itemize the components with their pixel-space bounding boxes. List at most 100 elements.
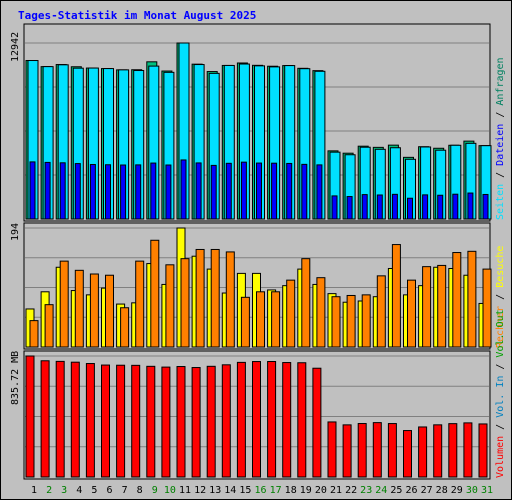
bar-rechner-14: [225, 251, 235, 348]
bar-volumen-9: [146, 365, 156, 478]
bar-volumen-17: [267, 361, 277, 478]
x-tick-18: 18: [285, 485, 297, 496]
bar-volumen-16: [252, 361, 261, 478]
legend-volume-series: Volumen: [495, 436, 506, 478]
bar-seiten-27: [422, 194, 429, 220]
bar-rechner-25: [391, 244, 401, 348]
x-tick-29: 29: [451, 485, 463, 496]
x-tick-31: 31: [481, 485, 493, 496]
bar-rechner-12: [195, 248, 205, 348]
bar-seiten-24: [376, 194, 383, 220]
bar-rechner-1: [29, 320, 39, 348]
bar-rechner-20: [316, 277, 326, 348]
bar-seiten-22: [346, 196, 353, 220]
bar-rechner-26: [407, 279, 416, 348]
x-tick-28: 28: [436, 485, 448, 496]
bar-seiten-9: [150, 162, 157, 220]
bar-rechner-24: [376, 275, 386, 348]
bar-volumen-1: [25, 355, 35, 478]
bar-rechner-16: [256, 291, 265, 348]
bar-rechner-9: [150, 239, 160, 348]
bar-rechner-19: [301, 258, 311, 348]
x-tick-5: 5: [91, 485, 97, 496]
bar-volumen-4: [70, 361, 80, 478]
legend-requests: Seiten / Dateien / Anfragen: [495, 57, 506, 220]
bar-seiten-16: [256, 162, 262, 220]
x-tick-7: 7: [122, 485, 128, 496]
x-tick-2: 2: [46, 485, 52, 496]
bar-seiten-11: [180, 159, 187, 220]
y-max-label-visits: 194: [10, 223, 21, 241]
x-tick-25: 25: [390, 485, 402, 496]
bar-rechner-6: [105, 274, 114, 348]
bar-seiten-6: [105, 164, 111, 220]
bar-volumen-13: [206, 365, 216, 478]
bar-seiten-14: [225, 162, 232, 220]
bar-rechner-27: [422, 266, 432, 348]
x-tick-15: 15: [239, 485, 251, 496]
chart-title: Tages-Statistik im Monat August 2025: [18, 9, 256, 22]
x-tick-12: 12: [194, 485, 206, 496]
bar-rechner-28: [437, 264, 447, 348]
bar-volumen-28: [433, 424, 443, 478]
x-tick-1: 1: [31, 485, 37, 496]
legend-hosts: Rechner: [495, 306, 506, 348]
legend-visits-series: Besuche: [495, 246, 506, 288]
x-tick-6: 6: [106, 485, 112, 496]
bar-volumen-10: [161, 366, 171, 478]
x-tick-20: 20: [315, 485, 327, 496]
x-tick-16: 16: [254, 485, 266, 496]
bar-volumen-14: [221, 364, 231, 478]
legend-visits: Rechner / Besuche: [495, 246, 506, 348]
bar-rechner-18: [286, 279, 296, 348]
bar-seiten-13: [210, 164, 217, 220]
bar-volumen-25: [387, 423, 397, 478]
x-tick-19: 19: [300, 485, 312, 496]
bar-volumen-12: [191, 367, 201, 478]
x-tick-22: 22: [345, 485, 357, 496]
x-tick-23: 23: [360, 485, 372, 496]
bar-rechner-7: [120, 307, 130, 348]
bar-seiten-15: [240, 161, 247, 220]
x-tick-27: 27: [421, 485, 433, 496]
legend-requests-series: Anfragen: [495, 57, 506, 105]
x-tick-14: 14: [224, 485, 236, 496]
bar-volumen-2: [40, 360, 50, 478]
bar-volumen-18: [282, 362, 292, 478]
bar-rechner-30: [467, 250, 477, 348]
bar-seiten-12: [195, 162, 202, 220]
legend-volume: Volumen / Vol. In / Vol. Out: [495, 309, 506, 478]
bar-volumen-20: [312, 367, 322, 478]
legend-vol-out: Vol. Out: [495, 309, 506, 357]
bar-seiten-3: [59, 162, 66, 220]
bar-rechner-3: [59, 260, 69, 348]
bar-seiten-30: [467, 192, 474, 220]
bar-rechner-4: [74, 269, 84, 348]
bar-volumen-27: [418, 426, 428, 478]
bar-rechner-22: [346, 294, 356, 348]
bar-seiten-8: [135, 164, 142, 220]
x-tick-3: 3: [61, 485, 67, 496]
bar-rechner-2: [44, 304, 54, 348]
bar-volumen-21: [327, 421, 337, 478]
bar-seiten-19: [301, 163, 308, 220]
legend-vol-in: Vol. In: [495, 376, 506, 418]
legend-files: Dateien: [495, 124, 506, 166]
bar-seiten-7: [120, 164, 127, 220]
bar-volumen-29: [448, 423, 458, 478]
x-tick-labels: 1 2 3 4 5 6 7 8 9 10 11 12 13 14 15 16 17 18 19 20 21 22 23 24 2…: [31, 485, 493, 496]
bar-seiten-25: [391, 193, 398, 220]
bar-seiten-20: [316, 164, 323, 220]
x-tick-17: 17: [270, 485, 282, 496]
bar-volumen-7: [116, 364, 126, 478]
bar-rechner-8: [135, 260, 145, 348]
bar-volumen-24: [372, 422, 382, 478]
bar-volumen-11: [176, 366, 186, 478]
x-tick-24: 24: [375, 485, 387, 496]
x-tick-30: 30: [466, 485, 478, 496]
bar-seiten-21: [331, 195, 338, 220]
x-tick-13: 13: [209, 485, 221, 496]
x-tick-8: 8: [137, 485, 143, 496]
x-tick-26: 26: [405, 485, 417, 496]
